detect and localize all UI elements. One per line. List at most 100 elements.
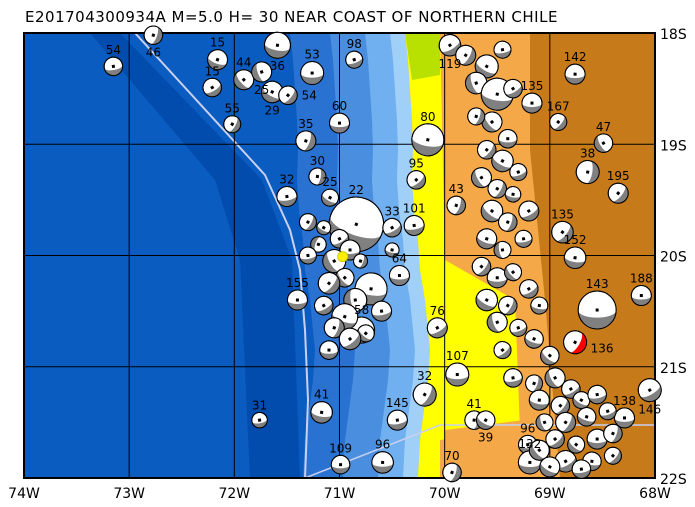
beachball-border	[382, 217, 402, 238]
focal-mechanism	[614, 407, 636, 429]
focal-mechanism	[464, 71, 488, 95]
p-axis-dot	[505, 303, 510, 308]
focal-mechanism	[371, 300, 393, 322]
lon-tick-label: 71W	[324, 486, 356, 502]
event-depth-label: 98	[347, 37, 362, 51]
focal-mechanism	[278, 85, 298, 106]
focal-mechanism	[455, 44, 477, 66]
event-depth-label: 46	[146, 45, 161, 59]
p-axis-dot	[521, 237, 526, 241]
map-title: E201704300934A M=5.0 H= 30 NEAR COAST OF…	[25, 8, 558, 26]
beachball-border	[514, 229, 533, 248]
p-axis-dot	[305, 220, 310, 225]
beachball-border	[467, 107, 486, 126]
axis-labels: 74W 73W 72W 71W 70W 69W 68W 18S 19S 20S 21S 22S	[8, 27, 687, 502]
beachball-border	[223, 115, 242, 134]
focal-mechanism	[308, 167, 327, 186]
beachball-border	[103, 56, 124, 77]
main-event-mechanism	[563, 330, 588, 355]
p-axis-dot	[215, 57, 220, 62]
p-axis-dot	[332, 325, 337, 330]
beachball-border	[412, 382, 437, 407]
beachball-border	[493, 341, 512, 360]
p-axis-dot	[547, 353, 552, 358]
focal-mechanism	[524, 329, 544, 349]
p-axis-dot	[319, 410, 324, 415]
focal-mechanism	[321, 188, 340, 207]
event-depth-label: 96	[375, 438, 390, 452]
beachball-border	[598, 402, 617, 421]
event-depth-label: 135	[521, 79, 544, 93]
p-axis-dot	[315, 174, 320, 179]
p-axis-dot	[639, 294, 643, 298]
event-depth-label: 47	[596, 120, 611, 134]
p-axis-dot	[601, 141, 606, 146]
event-depth-label: 15	[210, 36, 225, 50]
beachball-border	[509, 163, 528, 182]
p-axis-dot	[610, 453, 616, 458]
event-depth-label: 54	[302, 88, 317, 102]
event-depth-label: 30	[310, 154, 325, 168]
p-axis-dot	[623, 416, 627, 420]
p-axis-dot	[390, 225, 395, 230]
p-axis-dot	[259, 70, 264, 74]
p-axis-dot	[257, 418, 262, 422]
focal-mechanism	[300, 61, 325, 86]
beachball-border	[519, 279, 539, 299]
p-axis-dot	[414, 177, 419, 182]
focal-mechanism	[607, 182, 629, 204]
focal-mechanism	[486, 311, 508, 333]
focal-mechanism	[295, 130, 317, 152]
beachball-border	[371, 300, 393, 322]
focal-mechanism	[550, 395, 571, 416]
focal-mechanism	[263, 31, 291, 59]
beachball-border	[329, 112, 350, 134]
p-axis-dot	[510, 270, 516, 275]
event-depth-label: 107	[446, 349, 469, 363]
beachball-border	[530, 296, 549, 315]
p-axis-dot	[537, 448, 542, 453]
p-axis-dot	[552, 436, 558, 442]
p-axis-dot	[526, 443, 530, 447]
beachball-border	[338, 327, 362, 351]
p-axis-dot	[321, 303, 326, 308]
lat-tick-label: 18S	[660, 27, 687, 43]
beachball-border	[630, 285, 652, 307]
beachball-border	[300, 61, 325, 86]
p-axis-dot	[397, 274, 401, 278]
p-axis-dot	[337, 236, 342, 241]
beachball-border	[316, 220, 332, 236]
focal-mechanism	[316, 220, 332, 236]
focal-mechanism	[514, 229, 533, 248]
p-axis-dot	[579, 467, 584, 471]
beachball-border	[317, 272, 341, 295]
event-depth-label: 145	[386, 396, 409, 410]
beachball-border	[445, 362, 470, 387]
event-depth-label: 41	[466, 397, 481, 411]
beachball-border	[343, 288, 368, 312]
event-depth-label: 152	[564, 233, 587, 247]
event-depth-label: 32	[279, 173, 294, 187]
focal-mechanism	[503, 368, 523, 388]
focal-mechanism	[563, 246, 587, 269]
event-depth-label: 135	[551, 207, 574, 221]
p-axis-dot	[563, 420, 568, 425]
beachball-border	[577, 290, 617, 330]
focal-mechanism	[545, 429, 565, 449]
p-axis-dot	[303, 138, 308, 143]
p-axis-dot	[455, 373, 459, 377]
event-depth-label: 70	[444, 449, 459, 463]
focal-mechanism	[567, 435, 586, 454]
beachball-border	[384, 242, 400, 258]
focal-mechanism	[539, 456, 561, 478]
p-axis-dot	[484, 297, 489, 303]
p-axis-dot	[479, 175, 484, 180]
main-event-label: 136	[591, 341, 614, 355]
lat-tick-label: 22S	[660, 472, 687, 488]
beachball-border	[321, 188, 340, 207]
beachball-border	[535, 413, 554, 432]
p-axis-dot	[426, 138, 430, 142]
event-depth-label: 53	[305, 48, 320, 62]
p-axis-dot	[547, 464, 552, 469]
p-axis-dot	[352, 57, 357, 62]
